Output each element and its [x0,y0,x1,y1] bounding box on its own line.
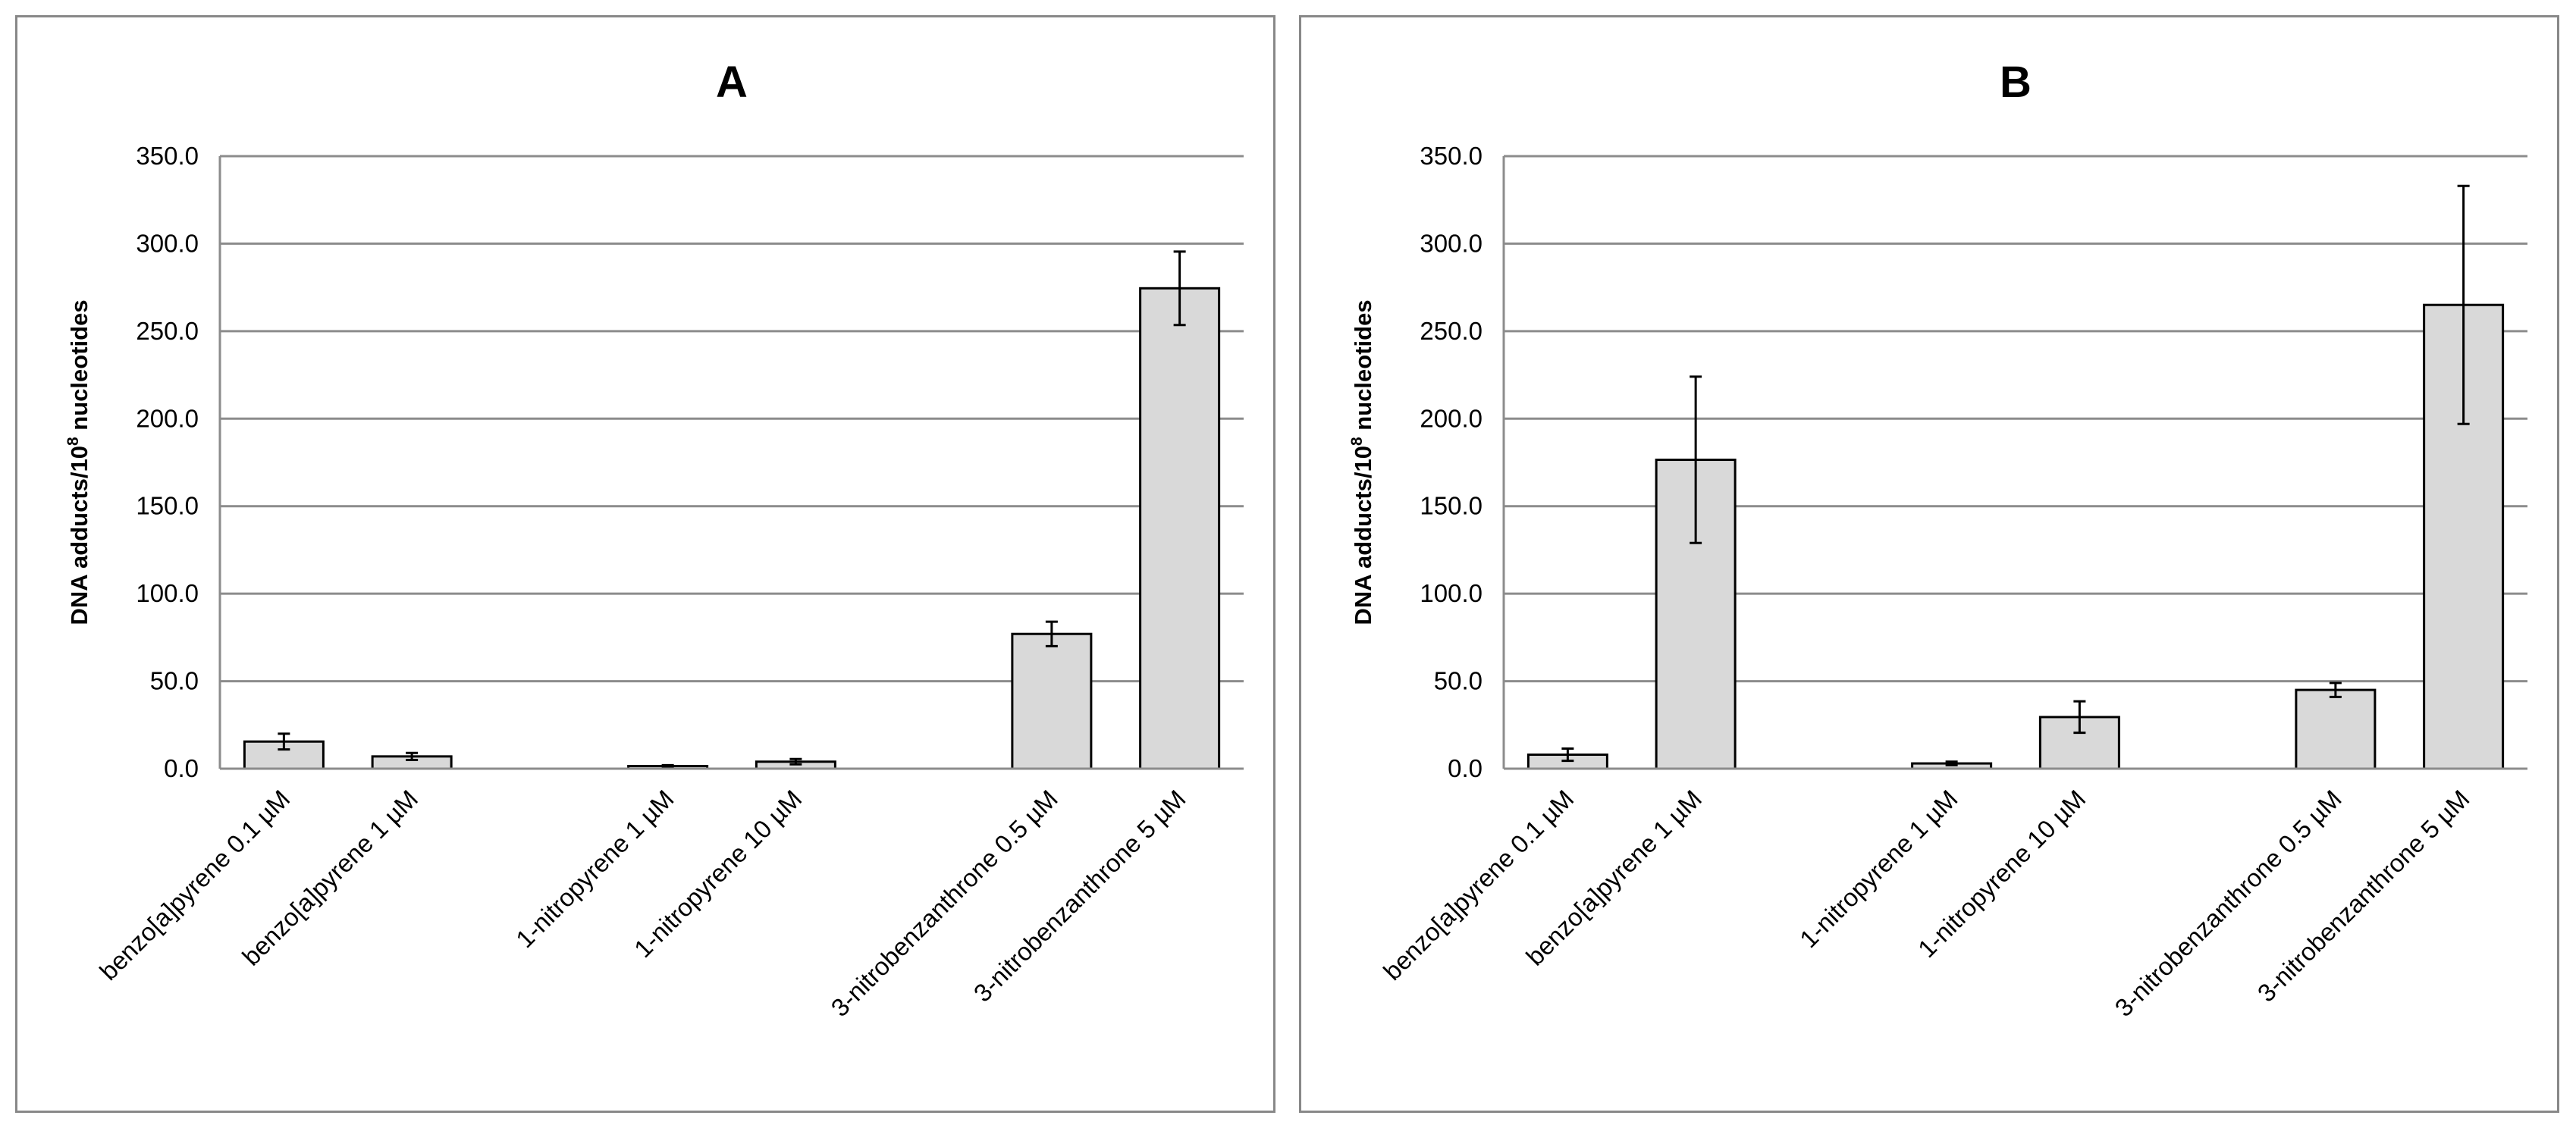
y-axis-label-suffix: nucleotides [1350,299,1376,437]
b-category-label-6: 3-nitrobenzanthrone 0.5 µM [2110,785,2347,1022]
y-axis-label-main: DNA adducts/10 [1350,446,1376,625]
chart-b: B 0.0 50.0 100.0 150.0 200.0 250.0 300.0 350.0 DN… [1348,58,2527,1022]
a-category-label-7: 3-nitrobenzanthrone 5 µM [968,785,1191,1007]
y-axis-label-sup: 8 [64,437,82,446]
y-axis-label-sup: 8 [1348,437,1366,446]
y-tick-label: 50.0 [1434,667,1483,695]
y-tick-label: 300.0 [136,229,199,257]
a-bar-6 [1011,632,1093,770]
chart-panel-a: A 0.0 50.0 100.0 150.0 200.0 250.0 300.0 350.0 DN… [15,15,1275,1113]
y-axis-label: DNA adducts/108 nucleotides [1348,299,1376,625]
y-tick-label: 200.0 [136,404,199,432]
y-axis-label-suffix: nucleotides [66,299,93,437]
y-tick-label: 0.0 [1448,754,1483,782]
chart-title: A [716,58,748,107]
y-tick-label: 250.0 [1420,317,1483,345]
y-tick-label: 0.0 [164,754,199,782]
y-tick-label: 150.0 [1420,492,1483,520]
b-bar-6 [2295,688,2377,770]
y-axis-label: DNA adducts/108 nucleotides [64,299,93,625]
chart-panel-b: B 0.0 50.0 100.0 150.0 200.0 250.0 300.0 350.0 DN… [1299,15,2559,1113]
y-tick-label: 100.0 [1420,579,1483,607]
y-tick-label: 150.0 [136,492,199,520]
y-tick-label: 250.0 [136,317,199,345]
chart-a: A 0.0 50.0 100.0 150.0 200.0 250.0 300.0 350.0 DN… [64,58,1244,1022]
chart-title: B [2000,58,2032,107]
y-tick-label: 200.0 [1420,404,1483,432]
y-tick-label: 100.0 [136,579,199,607]
b-category-label-7: 3-nitrobenzanthrone 5 µM [2252,785,2475,1007]
y-tick-label: 350.0 [136,142,199,170]
a-bar-7 [1139,287,1221,770]
y-axis-label-main: DNA adducts/10 [66,446,93,625]
y-tick-label: 50.0 [150,667,199,695]
y-tick-label: 350.0 [1420,142,1483,170]
a-category-label-6: 3-nitrobenzanthrone 0.5 µM [826,785,1063,1022]
y-tick-label: 300.0 [1420,229,1483,257]
